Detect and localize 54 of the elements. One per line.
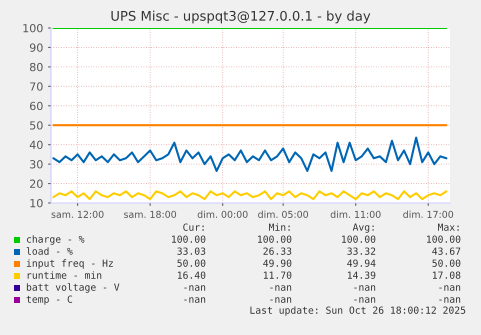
legend-label: runtime - min [28, 271, 102, 279]
y-tick-label: 70 [30, 82, 43, 91]
text: Min: [268, 223, 290, 231]
legend-label: batt voltage - V [26, 283, 120, 293]
line-series [52, 136, 448, 172]
text: -nan [354, 285, 376, 291]
x-tick-label: sam. 18:00 [124, 210, 176, 218]
y-tick-label: 50 [30, 121, 43, 130]
text: 50.00 [432, 259, 460, 267]
text: 11.70 [264, 271, 292, 279]
legend-label: temp - C [26, 295, 72, 305]
y-tick-label: 30 [30, 160, 43, 168]
text: Cur: [183, 223, 204, 231]
y-tick-label: 90 [30, 43, 43, 52]
line-series [52, 190, 448, 200]
text: 100.00 [427, 235, 460, 243]
text: Last update: Sun Oct 26 18:00:12 2025 [250, 306, 466, 316]
text: -nan [354, 297, 376, 303]
text: Avg: [352, 224, 374, 233]
text: 17.08 [432, 271, 460, 279]
y-tick-label: 60 [30, 102, 43, 110]
text: 43.67 [432, 247, 460, 255]
text: 33.32 [347, 247, 376, 255]
text: Max: [438, 224, 459, 231]
y-tick-label: 20 [30, 180, 43, 188]
text: 26.33 [263, 247, 292, 255]
x-tick-label: dim. 00:00 [198, 210, 248, 218]
legend-label: load - % [26, 247, 73, 255]
text: -nan [439, 285, 460, 291]
text: -nan [270, 285, 292, 291]
text: 16.40 [178, 271, 206, 279]
legend-label: input freq - Hz [26, 259, 113, 269]
text: 14.39 [348, 271, 376, 279]
x-tick-label: sam. 12:00 [52, 210, 104, 218]
x-tick-label: dim. 17:00 [403, 210, 454, 218]
x-tick-label: dim. 05:00 [258, 210, 308, 218]
text: 100.00 [172, 235, 206, 243]
text: -nan [184, 285, 206, 291]
text: 49.94 [347, 259, 376, 267]
text: -nan [270, 297, 292, 303]
text: 100.00 [258, 235, 292, 243]
x-tick-label: dim. 11:00 [330, 210, 381, 218]
text: 33.03 [177, 247, 206, 255]
y-tick-label: 100 [23, 24, 43, 32]
text: 50.00 [177, 259, 206, 267]
text: -nan [184, 297, 206, 303]
y-tick-label: 80 [30, 62, 43, 72]
text: -nan [439, 297, 460, 303]
y-tick-label: 40 [30, 140, 43, 150]
text: 49.90 [263, 259, 292, 267]
y-tick-label: 10 [30, 198, 43, 208]
text: 100.00 [342, 235, 376, 243]
chart-title: UPS Misc - upspqt3@127.0.0.1 - by day [111, 10, 370, 24]
legend-label: charge - % [26, 235, 84, 245]
